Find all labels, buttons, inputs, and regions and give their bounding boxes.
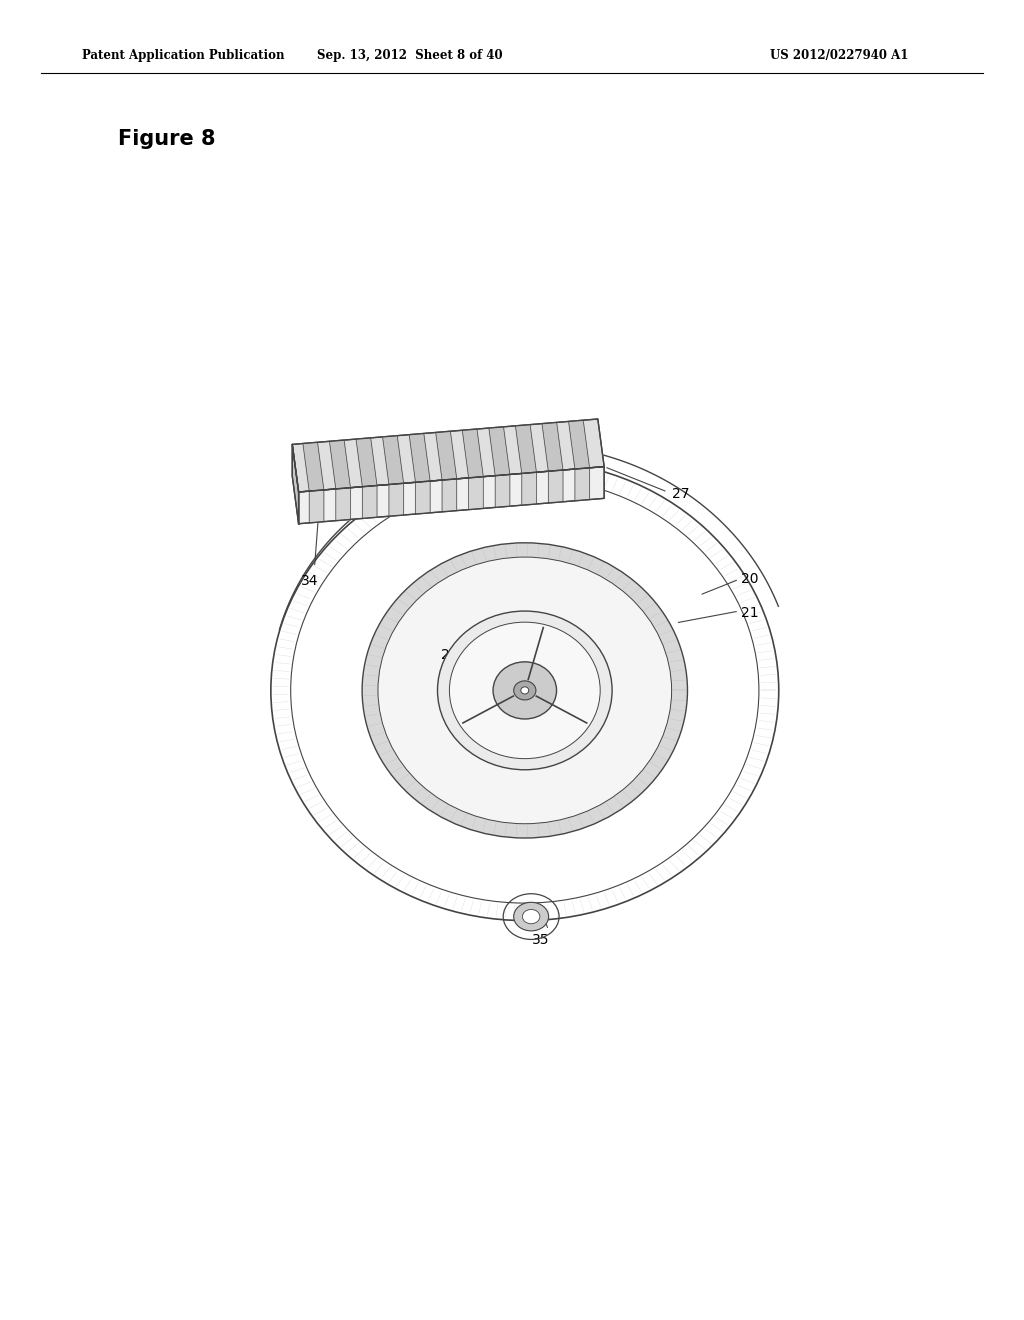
Text: Patent Application Publication: Patent Application Publication [82, 49, 285, 62]
Text: 35: 35 [531, 933, 550, 948]
Text: 34: 34 [301, 574, 318, 587]
Text: Figure 8: Figure 8 [118, 128, 215, 149]
Ellipse shape [378, 557, 672, 824]
Polygon shape [574, 467, 590, 500]
Text: 27: 27 [672, 487, 689, 500]
Polygon shape [309, 490, 324, 523]
Polygon shape [462, 429, 483, 478]
Polygon shape [356, 438, 377, 487]
Polygon shape [542, 422, 563, 471]
Polygon shape [469, 477, 483, 510]
Polygon shape [292, 445, 299, 524]
Polygon shape [442, 479, 457, 512]
Polygon shape [410, 433, 430, 482]
Ellipse shape [521, 686, 528, 694]
Polygon shape [362, 486, 377, 519]
Polygon shape [549, 470, 563, 503]
Ellipse shape [362, 543, 687, 838]
Polygon shape [383, 436, 403, 484]
Ellipse shape [450, 622, 600, 759]
Polygon shape [568, 420, 590, 469]
Text: US 2012/0227940 A1: US 2012/0227940 A1 [770, 49, 909, 62]
Text: 22: 22 [441, 648, 459, 661]
Text: 26: 26 [558, 655, 575, 669]
Polygon shape [522, 473, 537, 506]
Text: 20: 20 [741, 573, 759, 586]
Ellipse shape [437, 611, 612, 770]
Polygon shape [496, 474, 510, 507]
Ellipse shape [514, 903, 549, 931]
Polygon shape [416, 480, 430, 513]
Text: Sep. 13, 2012  Sheet 8 of 40: Sep. 13, 2012 Sheet 8 of 40 [316, 49, 503, 62]
Ellipse shape [493, 661, 557, 719]
Polygon shape [488, 426, 510, 475]
Polygon shape [303, 442, 324, 491]
Polygon shape [436, 432, 457, 480]
Polygon shape [330, 440, 350, 488]
Polygon shape [336, 487, 350, 520]
Text: 21: 21 [741, 606, 759, 619]
Polygon shape [292, 418, 604, 492]
Ellipse shape [514, 681, 536, 700]
Polygon shape [389, 483, 403, 516]
Polygon shape [515, 425, 537, 474]
Ellipse shape [522, 909, 540, 924]
Polygon shape [299, 466, 604, 524]
